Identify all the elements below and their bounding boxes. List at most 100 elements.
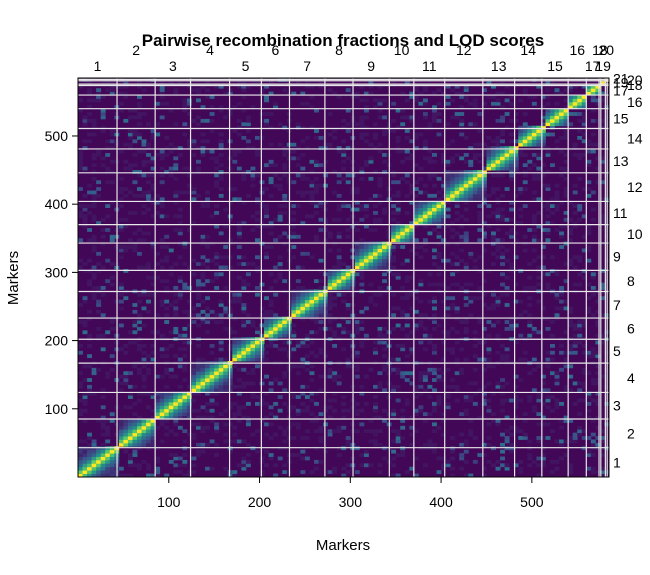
heatmap-cell [531,234,537,239]
heatmap-cell [472,173,478,178]
heatmap-cell [295,125,301,130]
heatmap-cell [259,347,265,352]
heatmap-cell [559,245,565,249]
heatmap-cell [568,84,574,89]
heatmap-cell [96,153,102,157]
heatmap-cell [581,105,587,110]
heatmap-cell [82,296,88,301]
heatmap-cell [391,211,397,215]
heatmap-cell [554,398,560,403]
heatmap-cell [595,340,601,345]
heatmap-cell [282,320,288,324]
heatmap-cell [227,309,233,314]
heatmap-cell [137,398,142,403]
heatmap-cell [354,401,360,406]
heatmap-cell [404,354,410,359]
heatmap-cell [323,408,329,413]
heatmap-cell [522,350,528,355]
heatmap-cell [391,248,397,253]
heatmap-cell [309,255,315,260]
heatmap-cell [318,84,324,89]
heatmap-cell [518,214,524,219]
heatmap-cell [509,432,515,437]
heatmap-cell [450,115,456,120]
heatmap-cell [182,395,188,399]
heatmap-cell [536,265,542,270]
heatmap-cell [599,118,605,123]
heatmap-cell [132,245,138,249]
heatmap-cell [459,187,465,191]
heatmap-cell [314,211,319,215]
heatmap-cell [518,221,524,226]
heatmap-cell [327,296,333,301]
heatmap-cell [314,238,319,243]
heatmap-cell [436,398,442,403]
heatmap-cell [404,333,410,338]
heatmap-cell [268,333,274,338]
heatmap-cell [273,432,279,437]
heatmap-cell [550,395,555,399]
heatmap-cell [264,84,270,89]
heatmap-cell [540,139,546,144]
heatmap-cell [468,419,474,423]
heatmap-cell [382,326,388,331]
heatmap-cell [227,139,233,144]
heatmap-cell [146,275,152,280]
heatmap-cell [586,408,592,413]
heatmap-cell [150,442,156,447]
heatmap-cell [363,374,369,379]
heatmap-cell [164,234,170,239]
heatmap-cell [173,354,179,359]
heatmap-cell [196,384,201,389]
heatmap-cell [314,187,319,191]
heatmap-cell [123,344,129,348]
heatmap-cell [314,279,319,284]
heatmap-cell [295,313,301,318]
heatmap-cell [155,395,161,399]
right-chromosome-label: 5 [613,343,621,359]
heatmap-cell [500,238,506,243]
heatmap-cell [586,187,592,191]
heatmap-cell [259,112,265,116]
heatmap-cell [146,419,152,423]
heatmap-cell [236,299,242,304]
heatmap-cell [87,91,93,96]
heatmap-cell [341,286,347,290]
heatmap-cell [177,255,183,260]
heatmap-cell [196,378,201,382]
heatmap-cell [82,193,88,198]
heatmap-cell [146,153,152,157]
heatmap-cell [545,326,551,331]
heatmap-cell [550,255,555,260]
heatmap-cell [232,425,238,430]
heatmap-cell [300,125,306,130]
heatmap-cell [463,84,469,89]
heatmap-cell [432,429,437,434]
heatmap-cell [223,265,229,270]
heatmap-cell [540,459,546,464]
heatmap-cell [186,432,192,437]
heatmap-cell [218,163,224,168]
heatmap-cell [173,306,179,311]
heatmap-cell [413,163,419,168]
heatmap-cell [209,439,215,444]
heatmap-cell [368,245,374,249]
heatmap-cell [300,357,306,362]
heatmap-cell [295,156,301,161]
heatmap-cell [205,149,211,154]
plot-frame [77,77,610,478]
heatmap-cell [468,282,474,287]
heatmap-cell [173,262,179,266]
heatmap-cell [164,279,170,284]
heatmap-cell [395,231,401,236]
heatmap-cell [96,299,102,304]
heatmap-cell [182,398,188,403]
heatmap-cell [236,344,242,348]
heatmap-cell [427,173,433,178]
heatmap-cell [332,279,338,284]
heatmap-cell [300,292,306,297]
heatmap-cell [441,357,447,362]
heatmap-cell [118,190,124,195]
heatmap-cell [363,159,369,164]
